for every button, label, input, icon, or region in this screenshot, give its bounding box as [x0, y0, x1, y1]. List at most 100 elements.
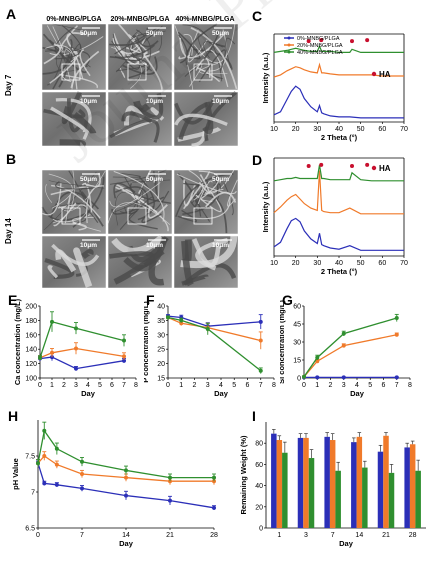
data-point: [205, 327, 210, 332]
sem-fibre: [111, 196, 165, 215]
x-tick-label: 2: [62, 382, 66, 389]
sem-fibre: [122, 56, 158, 75]
y-tick-label: 80: [255, 441, 263, 448]
y-tick-label: 20: [157, 361, 165, 368]
y-tick-label: 40: [157, 304, 165, 311]
data-point: [80, 486, 84, 491]
x-tick-label: 20: [292, 260, 300, 267]
x-tick-label: 0: [38, 382, 42, 389]
sem-fibre: [203, 29, 219, 60]
sem-fibre: [45, 45, 76, 90]
panel-label-c: C: [252, 8, 263, 24]
sem-fibre: [195, 238, 229, 271]
data-point: [36, 461, 40, 466]
bar: [356, 436, 363, 528]
data-point: [341, 343, 346, 348]
x-tick-label: 5: [98, 382, 102, 389]
sem-fibre: [55, 249, 77, 273]
data-point: [42, 481, 47, 486]
sem-fibre: [136, 92, 164, 120]
data-point: [50, 350, 54, 355]
xrd-series-2: [273, 44, 404, 53]
bar: [383, 435, 389, 528]
sem-figure: A B 0%-MNBG/PLGA 20%-MNBG/PLGA 40%-MNBG/…: [0, 0, 250, 290]
series-line-0: [39, 356, 125, 370]
x-axis-label: 2 Theta (°): [321, 133, 358, 142]
sem-frame: [41, 169, 107, 235]
ha-peak-marker: [319, 38, 324, 43]
y-tick-label: 25: [157, 347, 165, 354]
sem-fibre: [45, 184, 53, 203]
x-tick-label: 5: [368, 382, 372, 389]
panel-label-e: E: [8, 292, 18, 308]
sem-fibre: [198, 174, 211, 194]
sem-fibre: [65, 194, 71, 224]
data-point: [74, 326, 78, 331]
sem-fibre: [113, 248, 165, 285]
x-tick-label: 8: [408, 382, 412, 389]
zoom-box: [127, 63, 147, 81]
panel-label-g: G: [282, 292, 293, 308]
sem-fibre: [107, 202, 171, 225]
sem-frame: [173, 23, 239, 91]
ha-peak-marker: [350, 39, 354, 44]
sem-fibre: [42, 51, 74, 75]
data-point: [42, 428, 47, 433]
x-tick-label: 40: [335, 260, 343, 267]
sem-fibre: [227, 179, 238, 207]
sem-fibre: [50, 106, 87, 133]
sem-fibre: [112, 33, 118, 47]
sem-fibre: [199, 62, 228, 75]
sem-fibre: [174, 113, 228, 127]
bar: [388, 472, 395, 528]
x-tick-label: 3: [74, 382, 78, 389]
x-tick-label: 50: [357, 260, 365, 267]
sem-fibre: [121, 111, 153, 124]
sem-fibre: [213, 183, 221, 203]
sem-fibre: [51, 202, 84, 208]
series-line-1: [167, 316, 261, 342]
sem-fibre: [53, 202, 77, 227]
y-axis-label: Ca concentration (mg/L): [13, 298, 22, 385]
series-line-0: [167, 315, 261, 327]
legend-label: 40%-MNBG/PLGA: [297, 50, 343, 56]
data-point: [168, 498, 172, 503]
bar: [282, 452, 288, 528]
x-tick-label: 6: [382, 382, 386, 389]
x-tick-label: 70: [400, 260, 408, 267]
sem-fibre: [72, 176, 105, 228]
data-point: [394, 375, 399, 380]
legend-label: 0%-MNBG/PLGA: [297, 36, 340, 42]
bar: [415, 470, 421, 528]
sem-frame: [173, 235, 239, 289]
bar: [335, 470, 341, 528]
scale-bar-label: 10μm: [80, 242, 97, 249]
sem-fibre: [114, 38, 144, 62]
x-tick-label: 30: [313, 260, 321, 267]
y-tick-label: 0: [297, 376, 301, 383]
sem-fibre: [178, 54, 191, 60]
sem-fibre: [197, 180, 213, 205]
xrd-chart-c: 10 20 30 40 50 60 70 2 Theta (°) Intensity (a.u.…: [261, 33, 408, 142]
sem-fibre: [43, 43, 61, 65]
x-tick-label: 4: [86, 382, 90, 389]
sem-fibre: [193, 24, 236, 64]
panel-label-d: D: [252, 152, 263, 168]
data-point: [124, 493, 128, 498]
x-tick-label: 60: [378, 260, 386, 267]
y-tick-label: 7: [31, 490, 35, 497]
y-tick-label: 30: [157, 332, 165, 339]
bar: [308, 458, 315, 528]
data-point: [258, 338, 263, 343]
sem-fibre: [109, 44, 155, 59]
sem-fibre: [46, 25, 64, 53]
sem-fibre: [123, 236, 168, 272]
bar: [271, 433, 277, 528]
y-tick-label: 0: [259, 526, 263, 533]
data-point: [74, 366, 78, 371]
sem-fibre: [202, 194, 228, 234]
data-point: [50, 319, 54, 324]
sem-fibre: [179, 32, 226, 59]
scale-bar-label: 10μm: [212, 242, 229, 249]
ha-legend-label: HA: [379, 164, 391, 173]
